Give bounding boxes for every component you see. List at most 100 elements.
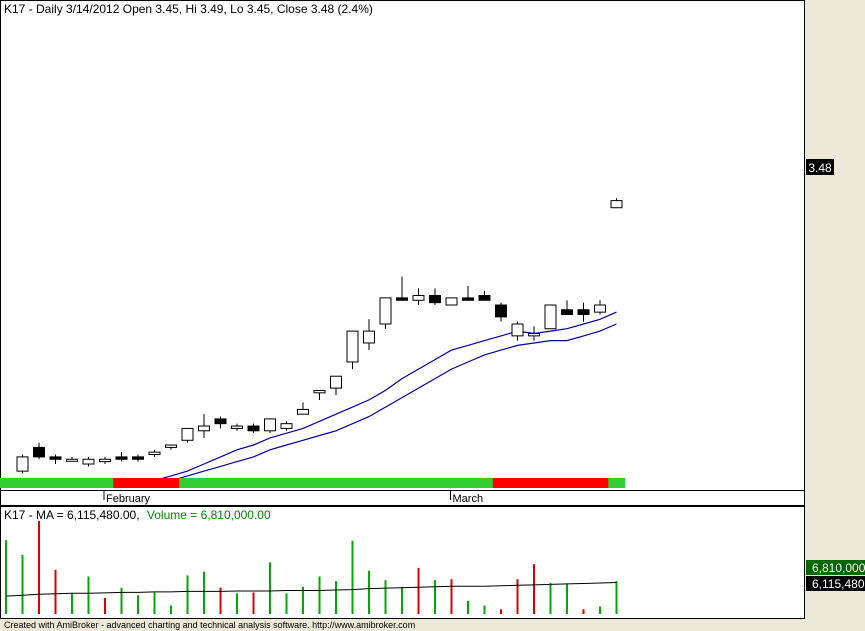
candle: [429, 288, 441, 306]
candle-body: [594, 304, 606, 313]
month-labels: February March: [103, 491, 484, 505]
ribbon-segment: [14, 478, 32, 488]
candle: [594, 300, 606, 315]
ribbon-segment: [360, 478, 378, 488]
candle: [280, 421, 293, 431]
month-label: March: [453, 493, 484, 505]
volume-ma-line: [5, 582, 617, 597]
candle-body: [478, 295, 491, 301]
candle-body: [297, 408, 309, 415]
candle: [165, 444, 177, 450]
ma-lower-line: [154, 323, 617, 484]
ribbon-segment: [63, 478, 81, 488]
candle-body: [33, 446, 45, 458]
ribbon-segment: [195, 478, 213, 488]
ribbon-segment: [525, 478, 543, 488]
ribbon-segment: [509, 478, 527, 488]
ribbon-segment: [30, 478, 48, 488]
ribbon-segment: [476, 478, 494, 488]
ribbon-segment: [278, 478, 296, 488]
candle-body: [231, 425, 243, 429]
ribbon-segment: [162, 478, 180, 488]
candle-body: [247, 425, 260, 432]
ribbon-segment: [311, 478, 329, 488]
candle: [214, 416, 227, 429]
candle: [462, 286, 474, 301]
candle-body: [495, 304, 507, 318]
candle-body: [16, 456, 29, 472]
ribbon-segment: [0, 478, 15, 488]
ribbon-segment: [426, 478, 444, 488]
ribbon-segment: [212, 478, 230, 488]
candle: [49, 454, 62, 465]
candle: [247, 423, 260, 434]
candle: [99, 456, 111, 465]
candle: [33, 442, 45, 460]
ribbon-segment: [344, 478, 362, 488]
candle-body: [99, 458, 111, 463]
candle-body: [445, 297, 458, 306]
candle: [445, 297, 458, 306]
last-price-badge-bg: [806, 159, 834, 175]
trend-ribbon: [0, 478, 626, 488]
candle: [412, 288, 425, 306]
candle: [115, 452, 128, 462]
candle-body: [264, 418, 276, 432]
candles: [0, 198, 623, 484]
candle: [198, 414, 210, 438]
candle: [511, 321, 524, 341]
ribbon-segment: [327, 478, 345, 488]
candle: [610, 198, 623, 209]
ribbon-segment: [459, 478, 477, 488]
candle: [66, 456, 78, 462]
ribbon-segment: [113, 478, 131, 488]
last-price-badge: 3.48: [808, 161, 832, 175]
ribbon-segment: [245, 478, 263, 488]
ribbon-segment: [228, 478, 246, 488]
candle: [82, 456, 95, 467]
candle-body: [544, 304, 557, 330]
volume-value-label: Volume = 6,810,000.00: [147, 508, 271, 522]
candle-body: [511, 323, 524, 337]
ribbon-segment: [575, 478, 593, 488]
footer-credit: Created with AmiBroker - advanced charti…: [4, 620, 415, 630]
volume-ma-polyline: [5, 582, 617, 597]
candle: [132, 454, 144, 462]
volume-badge-bg: [806, 560, 865, 575]
candle: [478, 290, 491, 301]
candle-body: [198, 425, 210, 432]
candle-body: [313, 389, 326, 394]
ribbon-segment: [591, 478, 609, 488]
candle: [264, 418, 276, 434]
volume-ma-label: K17 - MA = 6,115,480.00,: [4, 508, 140, 522]
ribbon-segment: [179, 478, 197, 488]
ribbon-segment: [443, 478, 461, 488]
candle-body: [165, 444, 177, 448]
candle-body: [363, 330, 375, 344]
ribbon-segment: [129, 478, 147, 488]
volume-header: K17 - MA = 6,115,480.00, Volume = 6,810,…: [4, 508, 271, 522]
ribbon-segment: [47, 478, 65, 488]
volume-ma-badge: 6,115,480: [812, 577, 865, 591]
candle: [396, 276, 408, 301]
ribbon-segment: [542, 478, 560, 488]
candle-body: [528, 332, 540, 337]
candle: [297, 402, 309, 415]
ribbon-segment: [80, 478, 98, 488]
volume-badge: 6,810,000: [812, 561, 865, 575]
volume-bars: [5, 520, 618, 614]
ribbon-segment: [492, 478, 510, 488]
ribbon-segment: [146, 478, 164, 488]
candle: [528, 326, 540, 341]
candle-body: [379, 297, 392, 325]
candle-body: [561, 309, 573, 316]
candle: [577, 302, 590, 322]
candle: [330, 375, 342, 396]
candle-body: [66, 458, 78, 462]
candle: [181, 427, 194, 443]
candle-body: [396, 297, 408, 301]
price-header: K17 - Daily 3/14/2012 Open 3.45, Hi 3.49…: [4, 2, 373, 16]
candle: [379, 297, 392, 329]
volume-ma-badge-bg: [806, 576, 865, 591]
